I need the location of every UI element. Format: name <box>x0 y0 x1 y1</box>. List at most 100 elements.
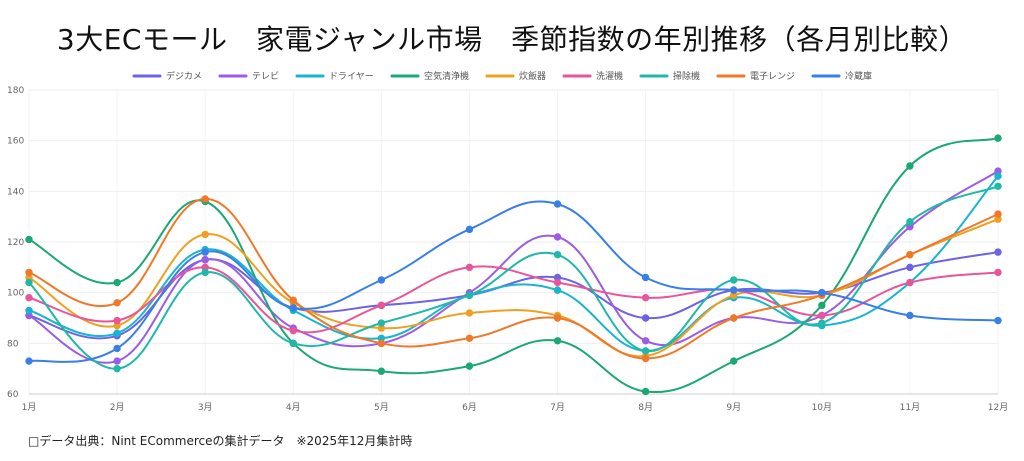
data-point <box>113 329 121 337</box>
series-line <box>28 265 999 334</box>
data-point <box>906 278 914 287</box>
data-point <box>201 248 209 256</box>
data-point <box>906 250 914 259</box>
data-point <box>25 268 33 277</box>
data-point <box>641 354 650 363</box>
legend-item: 洗濯機 <box>562 70 623 82</box>
data-point <box>818 319 826 327</box>
data-point <box>113 278 121 287</box>
legend-item: 空気清浄機 <box>390 70 469 82</box>
data-point <box>553 233 562 241</box>
data-point <box>25 235 33 244</box>
y-tick-label: 120 <box>7 238 24 248</box>
data-point <box>465 334 474 342</box>
legend-label: 掃除機 <box>673 70 700 82</box>
data-point <box>25 357 33 365</box>
data-point <box>465 362 474 370</box>
data-point <box>465 225 474 234</box>
legend-item: テレビ <box>218 71 279 82</box>
legend-item: 掃除機 <box>639 70 700 82</box>
x-tick-label: 9月 <box>726 402 741 413</box>
series-6 <box>25 263 1002 335</box>
data-point <box>730 357 738 365</box>
data-point <box>377 339 386 348</box>
series <box>25 134 1002 396</box>
y-tick-label: 80 <box>7 339 19 349</box>
data-point <box>994 316 1002 325</box>
data-point <box>818 311 826 320</box>
data-point <box>465 291 474 299</box>
data-point <box>994 268 1002 277</box>
x-tick-label: 11月 <box>900 402 920 413</box>
series-line <box>28 185 999 370</box>
data-point <box>553 314 562 322</box>
data-point <box>553 278 562 287</box>
legend-label: 冷蔵庫 <box>845 70 872 82</box>
data-point <box>906 218 914 226</box>
data-point <box>25 278 33 287</box>
data-point <box>553 250 562 259</box>
x-tick-label: 10月 <box>812 402 832 413</box>
legend-label: ドライヤー <box>329 71 374 82</box>
series-line <box>28 175 999 352</box>
legend-label: 空気清浄機 <box>424 70 469 82</box>
x-tick-label: 4月 <box>286 402 301 413</box>
data-point <box>553 286 562 294</box>
data-point <box>377 319 386 327</box>
data-point <box>25 306 33 315</box>
data-point <box>289 304 297 312</box>
data-point <box>289 326 297 335</box>
data-point <box>113 316 121 325</box>
x-tick-label: 3月 <box>198 402 213 413</box>
data-source-note: □データ出典：Nint ECommerceの集計データ ※2025年12月集計時 <box>28 434 413 448</box>
data-point <box>641 273 650 282</box>
data-point <box>818 301 826 310</box>
y-tick-label: 180 <box>7 86 24 96</box>
data-point <box>906 162 914 170</box>
series-9 <box>25 200 1002 365</box>
data-point <box>25 294 33 302</box>
data-point <box>994 210 1002 218</box>
data-point <box>730 276 738 284</box>
x-tick-label: 8月 <box>638 402 653 413</box>
data-point <box>641 387 650 396</box>
legend-item: デジカメ <box>132 70 202 82</box>
data-point <box>994 134 1002 142</box>
y-tick-label: 60 <box>7 390 19 400</box>
data-point <box>818 288 826 297</box>
data-point <box>994 248 1002 256</box>
data-point <box>906 311 914 320</box>
legend-item: ドライヤー <box>295 71 374 82</box>
x-tick-label: 5月 <box>374 402 389 413</box>
x-tick-label: 12月 <box>988 402 1008 413</box>
data-point <box>994 172 1002 180</box>
data-point <box>113 299 121 307</box>
series-line <box>28 137 999 394</box>
data-point <box>465 263 474 272</box>
data-point <box>289 339 297 348</box>
x-tick-label: 2月 <box>110 402 125 413</box>
x-tick-label: 6月 <box>462 402 477 413</box>
legend-label: 洗濯機 <box>596 70 623 82</box>
data-point <box>994 182 1002 190</box>
legend: デジカメ テレビ ドライヤー 空気清浄機 炊飯器 洗濯機 掃除機 電子レンジ 冷蔵庫 <box>132 70 872 82</box>
data-point <box>906 263 914 272</box>
data-point <box>730 286 738 294</box>
data-point <box>377 276 386 284</box>
data-point <box>113 357 121 365</box>
y-tick-label: 100 <box>7 289 24 299</box>
x-tick-label: 7月 <box>550 402 565 413</box>
legend-item: 炊飯器 <box>485 70 546 82</box>
y-tick-label: 160 <box>7 137 24 147</box>
data-point <box>641 294 650 302</box>
data-point <box>201 268 209 277</box>
data-point <box>201 195 209 203</box>
data-point <box>730 314 738 322</box>
data-point <box>465 309 474 317</box>
data-point <box>377 367 386 375</box>
x-tick-label: 1月 <box>22 402 37 413</box>
data-point <box>113 364 121 373</box>
legend-label: デジカメ <box>166 70 202 82</box>
series-3 <box>25 172 1002 355</box>
